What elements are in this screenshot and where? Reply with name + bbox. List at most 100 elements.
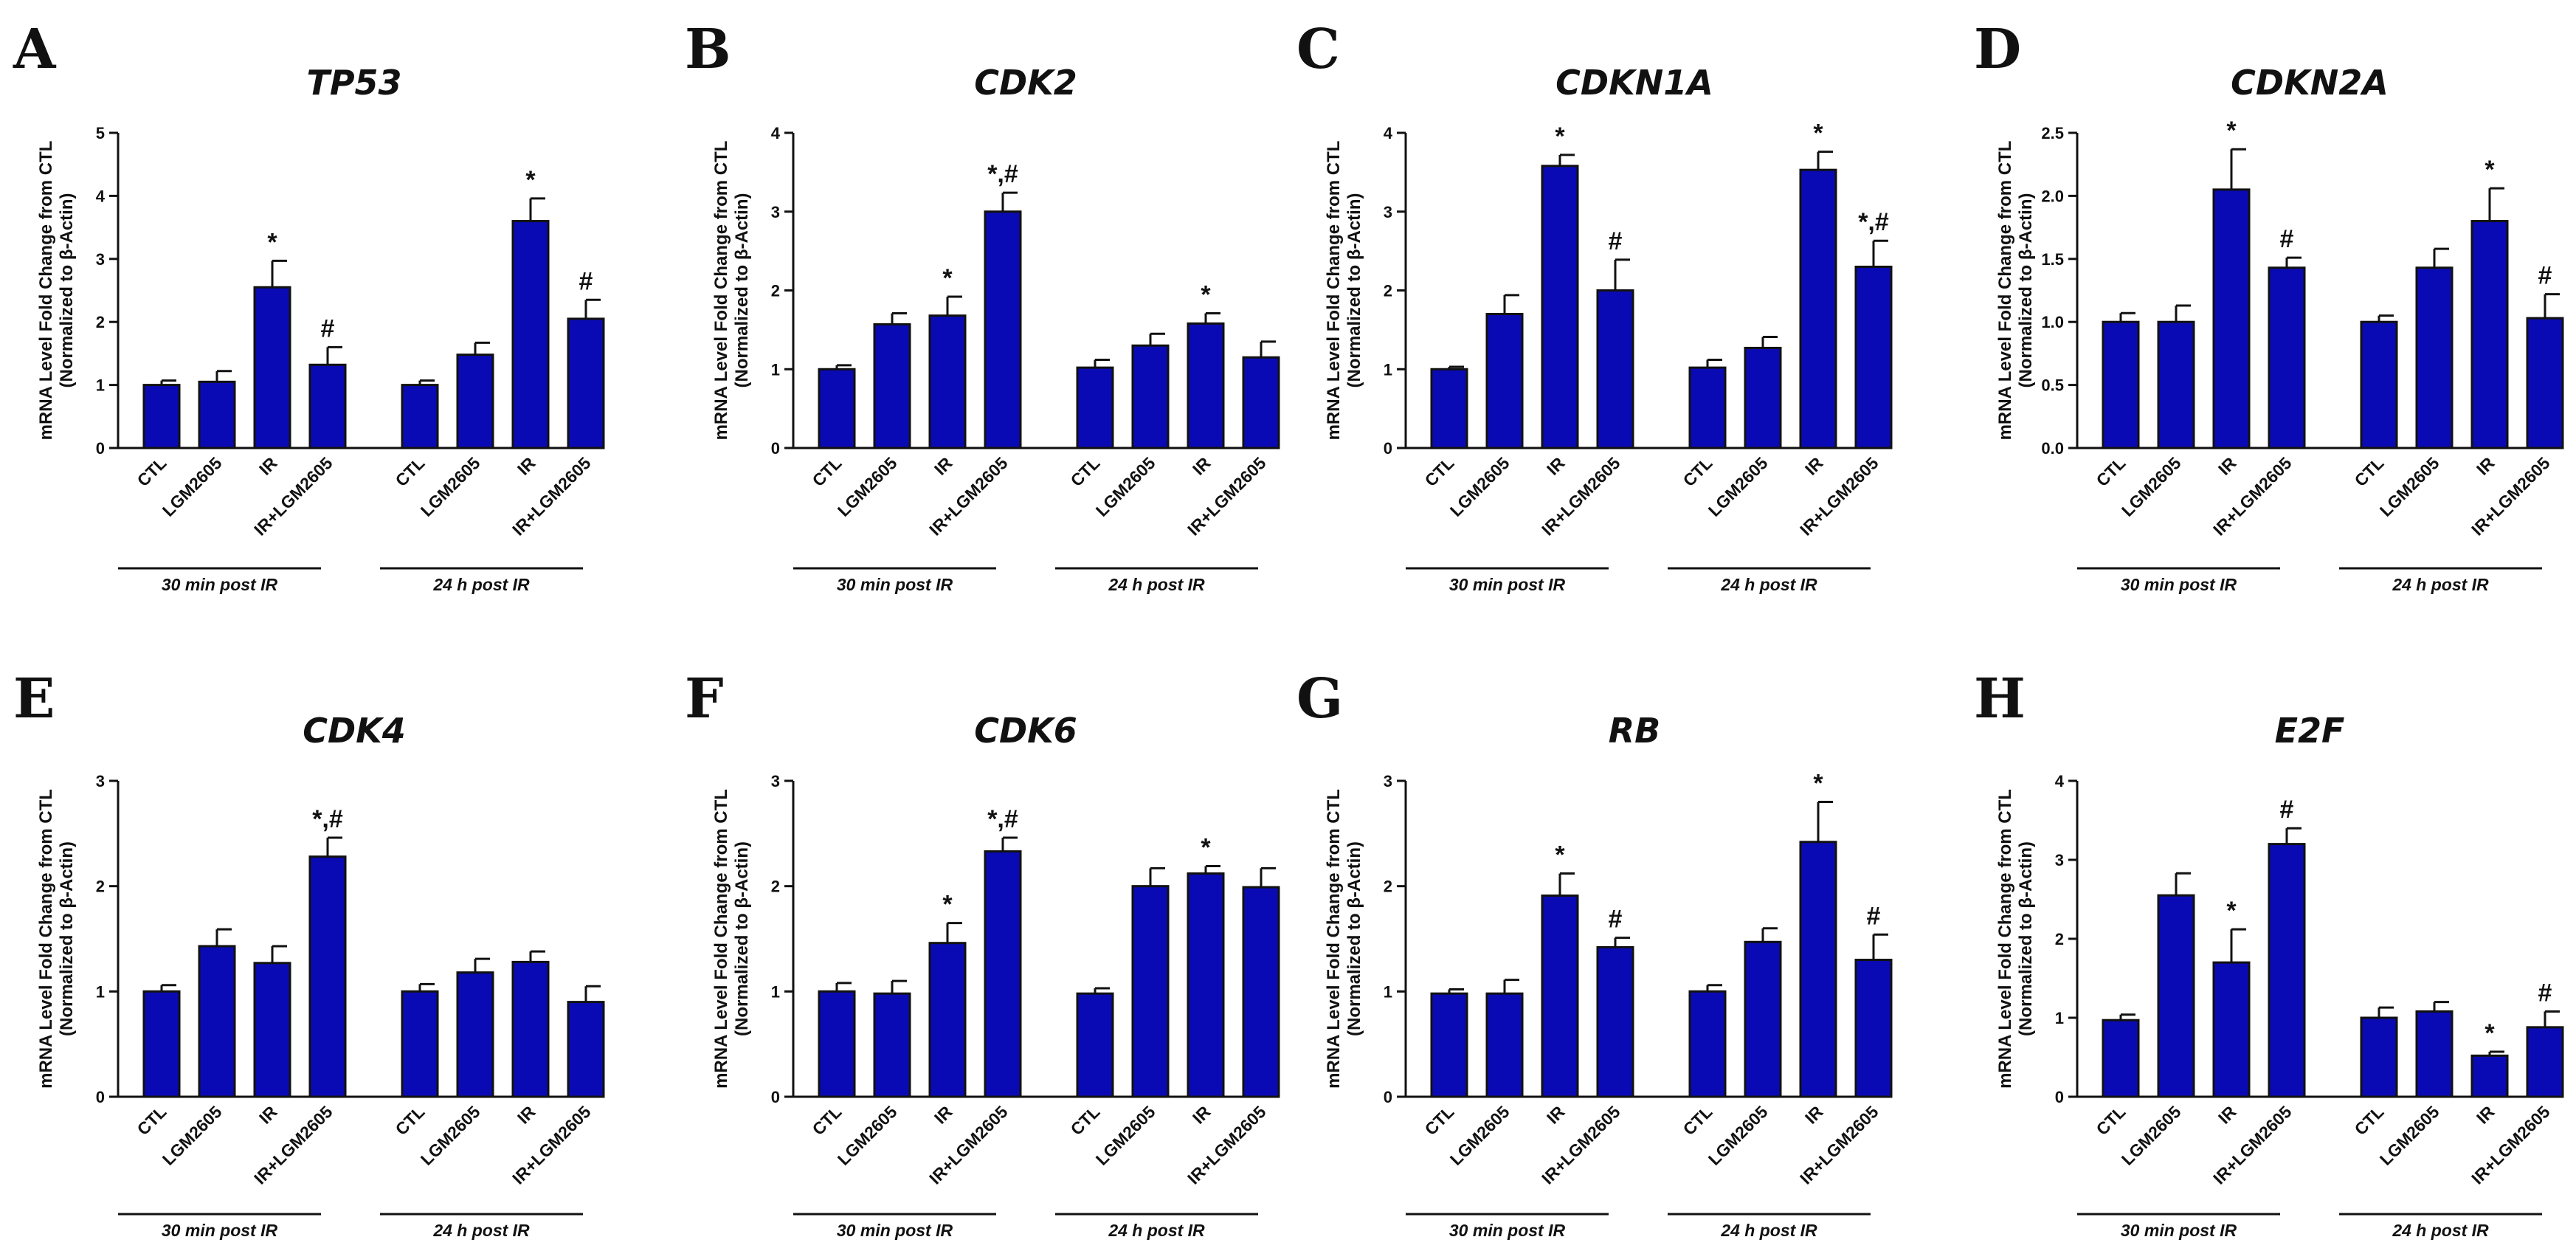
y-tick-label: 1.5 — [2041, 250, 2064, 269]
bar — [1430, 992, 1468, 1098]
category-label: IR — [514, 453, 539, 479]
y-axis-label: (Normalized to β-Actin) — [1344, 841, 1364, 1036]
bar — [1799, 841, 1837, 1098]
chart-title: CDK2 — [974, 63, 1077, 103]
y-tick-label: 3 — [1384, 772, 1392, 790]
y-tick-label: 0.5 — [2041, 376, 2064, 395]
panel-letter: F — [685, 667, 724, 731]
group-label: 24 h post IR — [2392, 1221, 2489, 1240]
panel-letter: A — [13, 18, 57, 81]
panel-g: G RB mRNA Level Fold Change from CTL (Norma… — [1296, 667, 1893, 1240]
group-label: 30 min post IR — [1449, 1221, 1566, 1240]
y-tick-label: 4 — [1384, 124, 1393, 142]
bar — [1187, 872, 1225, 1098]
y-axis-label: mRNA Level Fold Change from CTL — [1324, 789, 1344, 1089]
y-tick-label: 4 — [771, 124, 781, 142]
significance-mark: * — [2485, 156, 2495, 184]
bar — [1688, 366, 1727, 449]
bar — [1854, 959, 1893, 1098]
panel-h: H E2F mRNA Level Fold Change from CTL (Norm… — [1974, 667, 2564, 1240]
category-label: CTL — [134, 453, 170, 490]
category-label: LGM2605 — [1705, 1102, 1772, 1169]
bar — [401, 990, 439, 1098]
group-label: 24 h post IR — [1720, 575, 1817, 594]
category-label: LGM2605 — [2376, 1102, 2443, 1169]
significance-mark: *,# — [987, 160, 1018, 188]
significance-mark: *,# — [987, 805, 1018, 833]
panel-b: B CDK2 mRNA Level Fold Change from CTL (Nor… — [685, 18, 1280, 594]
bar — [2212, 188, 2251, 449]
y-axis-label: mRNA Level Fold Change from CTL — [1324, 141, 1344, 441]
category-label: LGM2605 — [1446, 1102, 1513, 1169]
category-label: CTL — [2093, 1102, 2130, 1139]
bar — [928, 942, 967, 1098]
bar — [1799, 168, 1837, 449]
y-tick-label: 2 — [1384, 282, 1392, 300]
category-label: IR — [1801, 453, 1827, 479]
category-label: LGM2605 — [2376, 453, 2443, 520]
y-axis-label: (Normalized to β-Actin) — [57, 193, 77, 388]
y-tick-label: 4 — [2055, 772, 2065, 790]
category-label: CTL — [134, 1102, 170, 1139]
significance-mark: * — [1813, 120, 1823, 148]
panel-e: E CDK4 mRNA Level Fold Change from CTL (Nor… — [13, 667, 605, 1240]
bar — [1242, 356, 1280, 449]
category-label: IR — [1189, 453, 1215, 479]
y-tick-label: 3 — [96, 772, 105, 790]
panel-letter: H — [1974, 667, 2026, 731]
bar — [1541, 165, 1579, 449]
bar — [1596, 289, 1634, 449]
y-tick-label: 0 — [771, 439, 780, 458]
bar — [198, 380, 236, 449]
bar — [2102, 320, 2140, 449]
bar — [2360, 320, 2398, 449]
y-tick-label: 0 — [96, 1088, 105, 1106]
bar — [2157, 894, 2195, 1098]
group-label: 24 h post IR — [1108, 575, 1205, 594]
panel-f: F CDK6 mRNA Level Fold Change from CTL (Nor… — [685, 667, 1280, 1240]
panel-letter: C — [1296, 18, 1340, 81]
category-label: IR — [930, 453, 956, 479]
category-label: CTL — [809, 1102, 846, 1139]
category-label: IR — [514, 1102, 539, 1128]
group-label: 30 min post IR — [162, 575, 278, 594]
group-label: 24 h post IR — [432, 1221, 530, 1240]
y-tick-label: 2.5 — [2041, 124, 2064, 142]
panel-a: A TP53 mRNA Level Fold Change from CTL (Nor… — [13, 18, 605, 594]
significance-mark: * — [942, 891, 953, 919]
bar — [1076, 366, 1114, 449]
category-label: CTL — [1421, 453, 1458, 490]
chart-title: E2F — [2275, 711, 2345, 751]
y-tick-label: 0 — [1384, 1088, 1392, 1106]
significance-mark: # — [2538, 262, 2552, 290]
significance-mark: *,# — [312, 805, 343, 833]
bar — [1076, 992, 1114, 1098]
y-tick-label: 0 — [1384, 439, 1392, 458]
significance-mark: # — [2538, 979, 2552, 1007]
y-axis-label: (Normalized to β-Actin) — [2016, 193, 2036, 388]
bar — [401, 384, 439, 449]
bar — [2102, 1019, 2140, 1098]
y-tick-label: 2 — [771, 878, 780, 896]
y-axis-label: mRNA Level Fold Change from CTL — [36, 141, 56, 441]
chart-title: CDKN2A — [2231, 63, 2389, 103]
group-label: 30 min post IR — [162, 1221, 278, 1240]
significance-mark: # — [579, 267, 593, 295]
bar — [1242, 886, 1280, 1098]
category-label: IR — [2473, 453, 2499, 479]
category-label: CTL — [2351, 1102, 2388, 1139]
bar — [2526, 317, 2564, 449]
y-axis-label: (Normalized to β-Actin) — [2016, 841, 2036, 1036]
significance-mark: * — [942, 264, 953, 292]
bar — [1744, 940, 1782, 1098]
group-label: 30 min post IR — [2121, 575, 2237, 594]
significance-mark: * — [1813, 770, 1823, 798]
category-label: CTL — [1067, 1102, 1104, 1139]
bar — [308, 855, 347, 1098]
bar — [873, 992, 911, 1098]
y-axis-label: (Normalized to β-Actin) — [732, 841, 752, 1036]
bar — [2470, 1054, 2509, 1098]
bar — [198, 945, 236, 1098]
group-label: 24 h post IR — [2392, 575, 2489, 594]
significance-mark: # — [2280, 225, 2294, 253]
